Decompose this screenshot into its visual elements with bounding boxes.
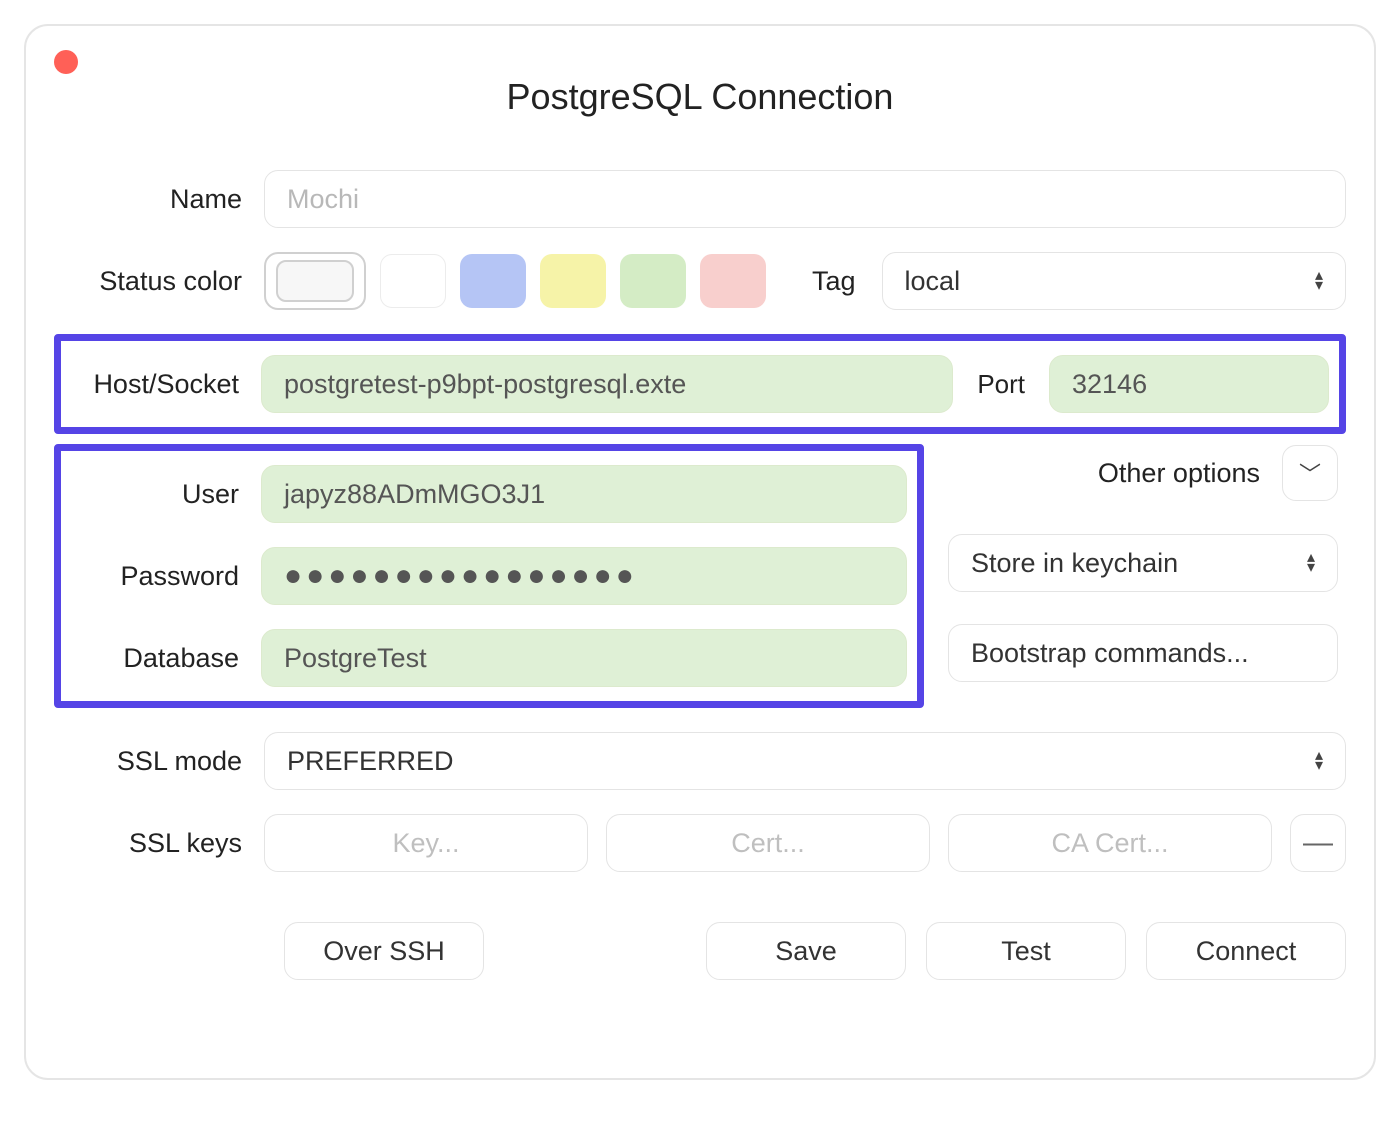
chevron-down-icon: ﹀ xyxy=(1299,457,1321,489)
swatch-4[interactable] xyxy=(620,254,686,308)
highlight-credentials: User japyz88ADmMGO3J1 Password ●●●●●●●●●… xyxy=(54,444,924,708)
other-options-label: Other options xyxy=(948,458,1260,489)
swatch-selected-wrap xyxy=(264,252,366,310)
port-input[interactable]: 32146 xyxy=(1049,355,1329,413)
close-window-button[interactable] xyxy=(54,50,78,74)
name-label: Name xyxy=(54,184,264,215)
bootstrap-commands-button[interactable]: Bootstrap commands... xyxy=(948,624,1338,682)
ssl-mode-select[interactable]: PREFERRED ▴▾ xyxy=(264,732,1346,790)
database-label: Database xyxy=(65,643,261,674)
updown-icon: ▴▾ xyxy=(1315,271,1323,291)
swatch-3[interactable] xyxy=(540,254,606,308)
highlight-host-port: Host/Socket postgretest-p9bpt-postgresql… xyxy=(54,334,1346,434)
ssl-mode-value: PREFERRED xyxy=(287,746,454,777)
password-storage-value: Store in keychain xyxy=(971,548,1178,579)
over-ssh-button[interactable]: Over SSH xyxy=(284,922,484,980)
password-input[interactable]: ●●●●●●●●●●●●●●●● xyxy=(261,547,907,605)
host-label: Host/Socket xyxy=(65,369,261,400)
swatch-2[interactable] xyxy=(460,254,526,308)
tag-select[interactable]: local ▴▾ xyxy=(882,252,1346,310)
host-input[interactable]: postgretest-p9bpt-postgresql.exte xyxy=(261,355,953,413)
status-color-swatches xyxy=(264,252,766,310)
save-button[interactable]: Save xyxy=(706,922,906,980)
tag-select-value: local xyxy=(905,266,961,297)
ssl-ca-cert-button[interactable]: CA Cert... xyxy=(948,814,1272,872)
swatch-0[interactable] xyxy=(276,260,354,302)
bottom-button-row: Over SSH Save Test Connect xyxy=(284,922,1346,980)
name-input[interactable]: Mochi xyxy=(264,170,1346,228)
tag-label: Tag xyxy=(812,266,856,297)
connection-dialog: PostgreSQL Connection Name Mochi Status … xyxy=(24,24,1376,1080)
port-label: Port xyxy=(977,369,1025,400)
ssl-key-button[interactable]: Key... xyxy=(264,814,588,872)
other-options-toggle[interactable]: ﹀ xyxy=(1282,445,1338,501)
dialog-title: PostgreSQL Connection xyxy=(54,76,1346,118)
database-input[interactable]: PostgreTest xyxy=(261,629,907,687)
updown-icon: ▴▾ xyxy=(1307,553,1315,573)
row-ssl-keys: SSL keys Key... Cert... CA Cert... — xyxy=(54,814,1346,872)
user-input[interactable]: japyz88ADmMGO3J1 xyxy=(261,465,907,523)
bootstrap-label: Bootstrap commands... xyxy=(971,638,1249,669)
status-color-label: Status color xyxy=(54,266,264,297)
test-button[interactable]: Test xyxy=(926,922,1126,980)
side-column: Other options ﹀ Store in keychain ▴▾ Boo… xyxy=(948,444,1338,732)
password-label: Password xyxy=(65,561,261,592)
swatch-5[interactable] xyxy=(700,254,766,308)
connect-button[interactable]: Connect xyxy=(1146,922,1346,980)
ssl-keys-label: SSL keys xyxy=(54,828,264,859)
ssl-mode-label: SSL mode xyxy=(54,746,264,777)
ssl-remove-button[interactable]: — xyxy=(1290,814,1346,872)
ssl-cert-button[interactable]: Cert... xyxy=(606,814,930,872)
row-name: Name Mochi xyxy=(54,170,1346,228)
updown-icon: ▴▾ xyxy=(1315,751,1323,771)
user-label: User xyxy=(65,479,261,510)
row-status-color: Status color Tag local ▴▾ xyxy=(54,252,1346,310)
password-storage-select[interactable]: Store in keychain ▴▾ xyxy=(948,534,1338,592)
row-ssl-mode: SSL mode PREFERRED ▴▾ xyxy=(54,732,1346,790)
swatch-1[interactable] xyxy=(380,254,446,308)
